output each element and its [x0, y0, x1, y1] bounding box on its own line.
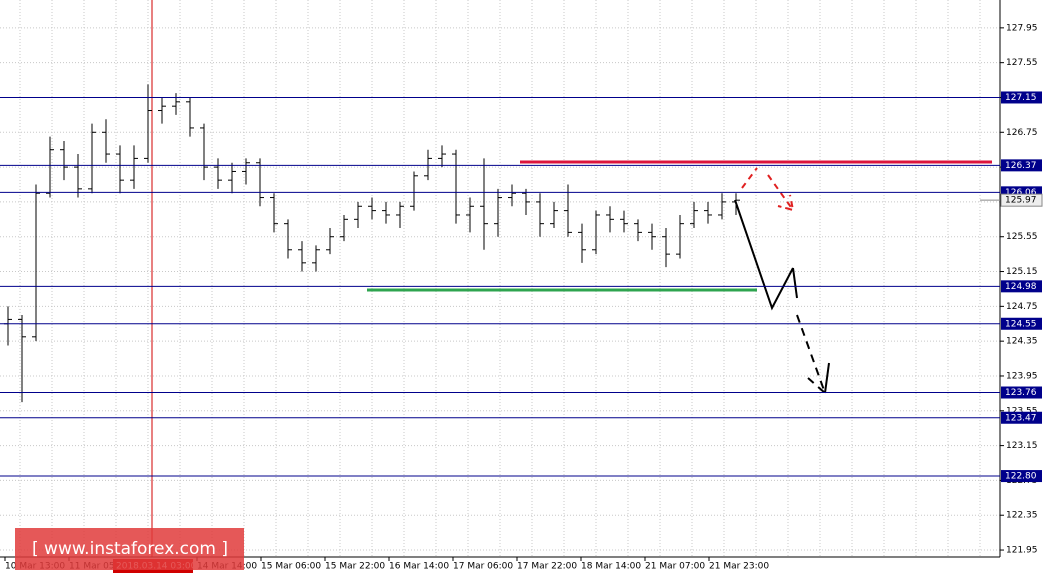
level-label-box — [1001, 280, 1042, 293]
current-price-label: 125.97 — [1005, 196, 1037, 206]
y-tick-label: 125.15 — [1006, 267, 1038, 277]
level-label: 123.76 — [1005, 388, 1037, 398]
x-tick-label: 21 Mar 07:00 — [645, 562, 705, 572]
x-tick-label: 15 Mar 22:00 — [325, 562, 385, 572]
current-price-box — [1000, 193, 1043, 207]
y-tick-label: 125.55 — [1006, 232, 1038, 242]
level-label: 126.06 — [1005, 188, 1037, 198]
y-tick-label: 122.35 — [1006, 511, 1038, 521]
alt-down — [767, 174, 796, 212]
watermark: [ www.instaforex.com ] — [15, 528, 244, 570]
y-tick-label: 126.75 — [1006, 128, 1038, 138]
x-tick-label: 17 Mar 06:00 — [453, 562, 513, 572]
x-tick-label: 15 Mar 06:00 — [261, 562, 321, 572]
y-tick-label: 124.35 — [1006, 337, 1038, 347]
forecast-solid — [734, 199, 794, 311]
level-label: 122.80 — [1005, 472, 1037, 482]
x-tick-label: 21 Mar 23:00 — [709, 562, 769, 572]
y-tick-label: 127.95 — [1006, 23, 1038, 33]
level-label-box — [1001, 317, 1042, 330]
alt-up — [741, 167, 758, 189]
level-label-box — [1001, 159, 1042, 172]
x-tick-label: 18 Mar 14:00 — [581, 562, 641, 572]
level-label: 124.55 — [1005, 319, 1037, 329]
forecast-dash — [792, 267, 798, 299]
y-tick-label: 123.55 — [1006, 406, 1038, 416]
y-tick-label: 123.95 — [1006, 371, 1038, 381]
level-label-box — [1001, 91, 1042, 104]
level-label-box — [1001, 470, 1042, 483]
forecast-arrows — [734, 167, 830, 394]
y-tick-label: 123.15 — [1006, 441, 1038, 451]
forecast-tip — [824, 362, 830, 394]
y-tick-label: 124.75 — [1006, 302, 1038, 312]
level-label-box — [1001, 386, 1042, 399]
y-tick-label: 121.95 — [1006, 546, 1038, 556]
watermark-box — [15, 528, 244, 570]
level-label-box — [1001, 411, 1042, 424]
y-tick-label: 127.55 — [1006, 58, 1038, 68]
watermark-text: [ www.instaforex.com ] — [32, 539, 228, 559]
level-label: 127.15 — [1005, 93, 1037, 103]
level-label: 123.47 — [1005, 413, 1037, 423]
x-tick-label: 16 Mar 14:00 — [389, 562, 449, 572]
level-label: 126.37 — [1005, 161, 1037, 171]
level-label: 124.98 — [1005, 282, 1037, 292]
x-tick-label: 17 Mar 22:00 — [517, 562, 577, 572]
